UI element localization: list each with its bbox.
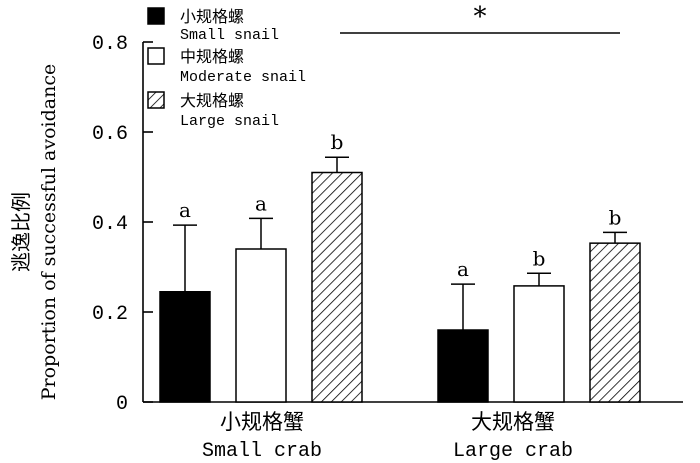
- legend-label-large-snail-en: Large snail: [180, 113, 279, 130]
- legend-swatch-large-snail: [147, 91, 165, 109]
- significance-marker: *: [474, 2, 487, 32]
- legend-label-moderate-snail-cn: 中规格螺: [180, 47, 244, 66]
- legend-label-small-snail-cn: 小规格螺: [180, 7, 244, 26]
- y-tick-label: 0: [116, 393, 128, 416]
- y-axis-label-cn: 逃逸比例: [9, 192, 33, 272]
- y-tick-label: 0.4: [92, 213, 128, 236]
- legend-swatch-moderate-snail: [147, 47, 165, 65]
- significance-letter: b: [609, 205, 622, 229]
- legend: 小规格螺 Small snail 中规格螺 Moderate snail 大规格…: [147, 7, 306, 130]
- bar: [437, 329, 489, 403]
- y-tick-label: 0.6: [92, 123, 128, 146]
- x-tick-label-cn: 大规格蟹: [471, 410, 555, 434]
- significance-letter: b: [331, 130, 344, 154]
- x-tick-label-cn: 小规格蟹: [220, 410, 304, 434]
- y-tick-label: 0.8: [92, 33, 128, 56]
- x-tick-label-en: Small crab: [202, 440, 322, 463]
- bar: [311, 171, 363, 403]
- bar: [159, 291, 211, 403]
- legend-label-moderate-snail-en: Moderate snail: [180, 69, 306, 86]
- significance-letter: a: [179, 198, 191, 222]
- legend-swatch-small-snail: [147, 7, 165, 25]
- significance-letter: b: [533, 246, 546, 270]
- bar: [589, 242, 641, 403]
- y-tick-label: 0.2: [92, 303, 128, 326]
- significance-letter: a: [255, 191, 267, 215]
- bar: [513, 285, 565, 403]
- legend-label-large-snail-cn: 大规格螺: [180, 91, 244, 110]
- bar: [235, 248, 287, 403]
- x-tick-label-en: Large crab: [453, 440, 573, 463]
- legend-label-small-snail-en: Small snail: [180, 27, 279, 44]
- y-axis-label-en: Proportion of successful avoidance: [38, 64, 60, 401]
- significance-letter: a: [457, 257, 469, 281]
